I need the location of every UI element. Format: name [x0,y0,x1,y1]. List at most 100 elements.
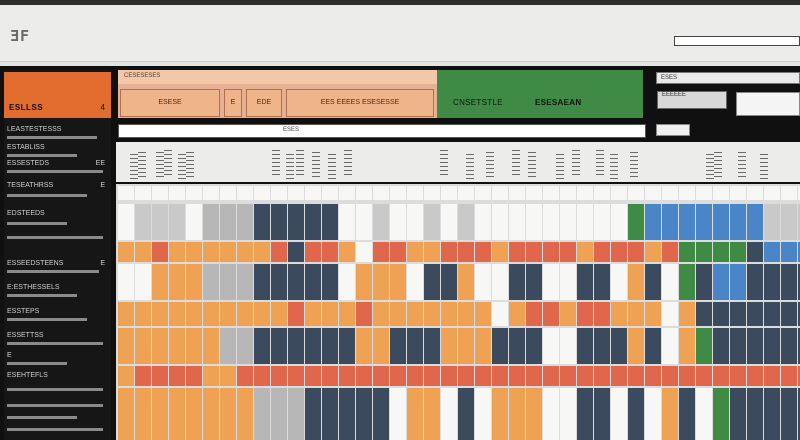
grid-cell[interactable] [509,328,525,364]
grid-cell[interactable] [424,302,440,326]
grid-cell[interactable] [475,328,491,364]
grid-cell[interactable] [747,388,763,440]
grid-cell[interactable] [730,328,746,364]
grid-cell[interactable] [254,388,270,440]
grid-cell[interactable] [713,186,729,200]
grid-cell[interactable] [203,388,219,440]
column-header-label[interactable] [286,154,294,180]
grid-cell[interactable] [169,264,185,300]
grid-cell[interactable] [339,328,355,364]
grid-cell[interactable] [220,186,236,200]
grid-cell[interactable] [560,186,576,200]
grid-cell[interactable] [764,264,780,300]
grid-cell[interactable] [509,204,525,240]
grid-cell[interactable] [475,204,491,240]
grid-cell[interactable] [288,186,304,200]
grid-cell[interactable] [458,242,474,262]
grid-cell[interactable] [594,302,610,326]
grid-cell[interactable] [237,264,253,300]
grid-cell[interactable] [543,388,559,440]
grid-cell[interactable] [475,302,491,326]
grid-cell[interactable] [645,264,661,300]
grid-cell[interactable] [764,388,780,440]
grid-cell[interactable] [594,204,610,240]
grid-cell[interactable] [118,388,134,440]
grid-cell[interactable] [220,264,236,300]
grid-cell[interactable] [339,388,355,440]
grid-cell[interactable] [271,366,287,386]
grid-cell[interactable] [254,204,270,240]
grid-cell[interactable] [169,328,185,364]
grid-cell[interactable] [118,204,134,240]
grid-cell[interactable] [220,242,236,262]
grid-cell[interactable] [237,186,253,200]
grid-cell[interactable] [271,242,287,262]
grid-cell[interactable] [458,204,474,240]
grid-cell[interactable] [696,302,712,326]
grid-cell[interactable] [356,204,372,240]
column-header-label[interactable] [178,154,186,180]
column-header-label[interactable] [486,152,494,178]
column-header-label[interactable] [738,152,746,178]
grid-cell[interactable] [662,264,678,300]
grid-cell[interactable] [169,302,185,326]
green-panel-label-right[interactable]: ESESAEAN [535,98,582,107]
grid-cell[interactable] [645,242,661,262]
grid-cell[interactable] [645,388,661,440]
column-header-label[interactable] [466,154,474,180]
column-header-label[interactable] [296,150,304,176]
grid-cell[interactable] [543,264,559,300]
green-panel-label-left[interactable]: CNSETSTLE [453,98,503,107]
grid-cell[interactable] [594,186,610,200]
grid-cell[interactable] [339,366,355,386]
grid-cell[interactable] [526,264,542,300]
grid-cell[interactable] [764,366,780,386]
grid-cell[interactable] [305,204,321,240]
grid-cell[interactable] [118,328,134,364]
grid-cell[interactable] [390,328,406,364]
grid-cell[interactable] [203,186,219,200]
grid-cell[interactable] [798,264,800,300]
column-header-label[interactable] [760,154,768,180]
grid-cell[interactable] [577,302,593,326]
grid-cell[interactable] [373,388,389,440]
filter-bar[interactable]: ESES [118,124,646,138]
grid-cell[interactable] [407,388,423,440]
grid-cell[interactable] [339,302,355,326]
grid-cell[interactable] [526,328,542,364]
toolbar-button-2[interactable]: E [224,89,242,117]
grid-cell[interactable] [322,242,338,262]
grid-cell[interactable] [492,328,508,364]
grid-cell[interactable] [288,366,304,386]
grid-cell[interactable] [730,388,746,440]
grid-cell[interactable] [543,366,559,386]
grid-cell[interactable] [730,302,746,326]
grid-cell[interactable] [475,186,491,200]
grid-cell[interactable] [322,186,338,200]
column-header-label[interactable] [610,154,618,180]
grid-cell[interactable] [492,186,508,200]
grid-cell[interactable] [594,264,610,300]
grid-cell[interactable] [611,388,627,440]
grid-cell[interactable] [152,242,168,262]
grid-cell[interactable] [271,204,287,240]
grid-cell[interactable] [509,186,525,200]
grid-cell[interactable] [356,388,372,440]
grid-cell[interactable] [696,388,712,440]
grid-cell[interactable] [526,302,542,326]
grid-cell[interactable] [475,264,491,300]
grid-cell[interactable] [781,186,797,200]
grid-cell[interactable] [373,242,389,262]
grid-cell[interactable] [645,366,661,386]
grid-cell[interactable] [441,242,457,262]
grid-cell[interactable] [390,366,406,386]
grid-cell[interactable] [492,302,508,326]
grid-cell[interactable] [356,186,372,200]
grid-cell[interactable] [798,366,800,386]
grid-cell[interactable] [186,264,202,300]
grid-cell[interactable] [203,366,219,386]
column-header-label[interactable] [186,152,194,178]
grid-cell[interactable] [288,388,304,440]
grid-cell[interactable] [526,204,542,240]
grid-cell[interactable] [696,186,712,200]
